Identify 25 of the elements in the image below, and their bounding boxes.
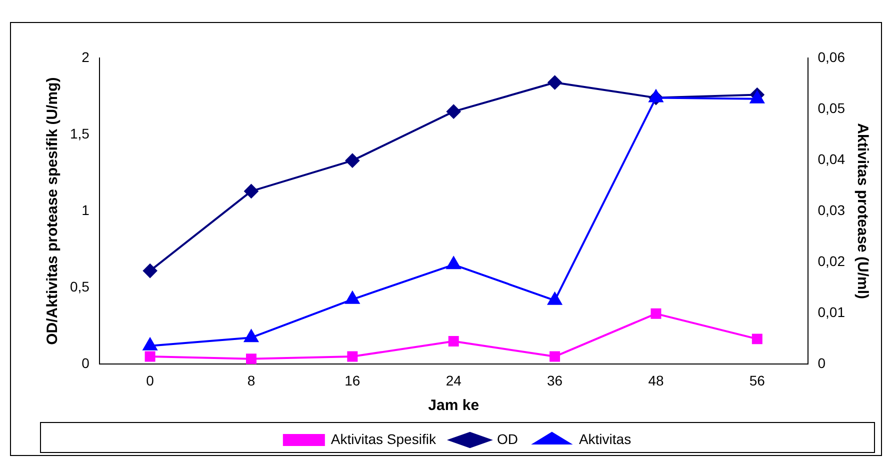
x-tick-label: 48 xyxy=(648,372,664,388)
x-tick-label: 0 xyxy=(146,372,154,388)
x-tick-label: 36 xyxy=(547,372,563,388)
legend-label: Aktivitas xyxy=(578,430,632,447)
y-tick-label: 1,5 xyxy=(70,125,90,142)
x-tick-label: 16 xyxy=(344,372,360,388)
y-tick-label: 0,5 xyxy=(70,278,90,295)
x-tick-label: 56 xyxy=(749,372,766,388)
y2-axis-title: Aktivitas protease (U/ml) xyxy=(854,123,871,300)
y2-tick-label: 0,06 xyxy=(818,48,846,65)
y2-tick-label: 0,03 xyxy=(818,202,846,218)
x-tick-label: 8 xyxy=(247,372,256,388)
legend-label: Aktivitas Spesifik xyxy=(330,430,437,447)
y2-tick-label: 0 xyxy=(818,355,826,372)
y-tick-label: 1 xyxy=(82,202,90,218)
y2-tick-label: 0,02 xyxy=(818,252,846,269)
y2-tick-label: 0,04 xyxy=(818,150,846,167)
legend-label: OD xyxy=(496,430,518,447)
y2-tick-label: 0,05 xyxy=(818,100,846,116)
y-axis-title: OD/Aktivitas protease spesifik (U/mg) xyxy=(44,77,62,345)
x-tick-label: 24 xyxy=(446,372,462,388)
y-tick-label: 0 xyxy=(82,355,90,372)
y-tick-label: 2 xyxy=(82,48,90,65)
y2-tick-label: 0,01 xyxy=(818,304,846,320)
x-axis-title: Jam ke xyxy=(428,397,480,414)
